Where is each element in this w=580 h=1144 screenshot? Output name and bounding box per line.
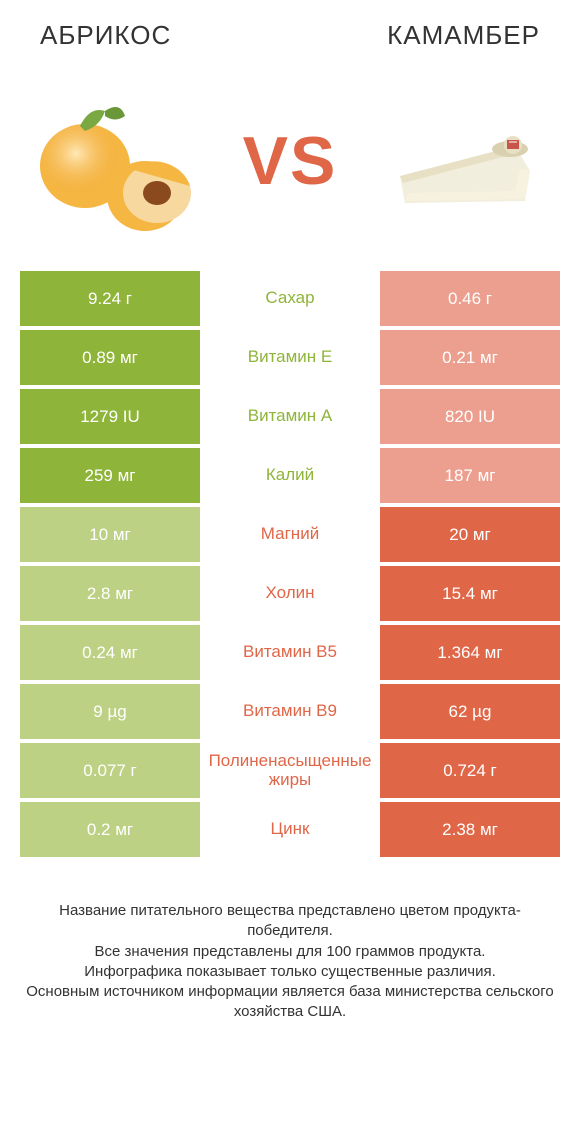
nutrient-name: Витамин B9 xyxy=(200,684,380,739)
left-value: 0.2 мг xyxy=(20,802,200,857)
images-row: VS xyxy=(0,61,580,271)
footer-line: Инфографика показывает только существенн… xyxy=(20,962,560,982)
vs-text: VS xyxy=(243,122,338,200)
table-row: 259 мгКалий187 мг xyxy=(20,448,560,503)
nutrient-name: Холин xyxy=(200,566,380,621)
table-row: 9.24 гСахар0.46 г xyxy=(20,271,560,326)
left-value: 1279 IU xyxy=(20,389,200,444)
right-value: 0.21 мг xyxy=(380,330,560,385)
table-row: 0.24 мгВитамин B51.364 мг xyxy=(20,625,560,680)
footer-line: Основным источником информации является … xyxy=(20,982,560,1023)
footer-notes: Название питательного вещества представл… xyxy=(0,861,580,1023)
right-value: 2.38 мг xyxy=(380,802,560,857)
left-value: 0.077 г xyxy=(20,743,200,798)
left-value: 10 мг xyxy=(20,507,200,562)
comparison-table: 9.24 гСахар0.46 г0.89 мгВитамин E0.21 мг… xyxy=(20,271,560,857)
table-row: 10 мгМагний20 мг xyxy=(20,507,560,562)
nutrient-name: Полиненасыщенные жиры xyxy=(200,743,380,798)
right-value: 0.724 г xyxy=(380,743,560,798)
nutrient-name: Витамин E xyxy=(200,330,380,385)
header: АБРИКОС КАМАМБЕР xyxy=(0,0,580,61)
left-product-title: АБРИКОС xyxy=(40,20,171,51)
nutrient-name: Сахар xyxy=(200,271,380,326)
table-row: 1279 IUВитамин A820 IU xyxy=(20,389,560,444)
table-row: 9 µgВитамин B962 µg xyxy=(20,684,560,739)
nutrient-name: Магний xyxy=(200,507,380,562)
left-value: 9.24 г xyxy=(20,271,200,326)
table-row: 0.2 мгЦинк2.38 мг xyxy=(20,802,560,857)
right-value: 20 мг xyxy=(380,507,560,562)
left-value: 9 µg xyxy=(20,684,200,739)
nutrient-name: Калий xyxy=(200,448,380,503)
nutrient-name: Витамин B5 xyxy=(200,625,380,680)
nutrient-name: Цинк xyxy=(200,802,380,857)
right-value: 15.4 мг xyxy=(380,566,560,621)
left-value: 2.8 мг xyxy=(20,566,200,621)
right-product-title: КАМАМБЕР xyxy=(387,20,540,51)
right-value: 1.364 мг xyxy=(380,625,560,680)
table-row: 0.077 гПолиненасыщенные жиры0.724 г xyxy=(20,743,560,798)
table-row: 2.8 мгХолин15.4 мг xyxy=(20,566,560,621)
right-value: 0.46 г xyxy=(380,271,560,326)
footer-line: Название питательного вещества представл… xyxy=(20,901,560,942)
left-value: 0.89 мг xyxy=(20,330,200,385)
table-row: 0.89 мгВитамин E0.21 мг xyxy=(20,330,560,385)
left-value: 259 мг xyxy=(20,448,200,503)
apricot-image xyxy=(30,91,200,231)
right-value: 62 µg xyxy=(380,684,560,739)
camembert-image xyxy=(380,91,550,231)
nutrient-name: Витамин A xyxy=(200,389,380,444)
left-value: 0.24 мг xyxy=(20,625,200,680)
footer-line: Все значения представлены для 100 граммо… xyxy=(20,942,560,962)
right-value: 820 IU xyxy=(380,389,560,444)
right-value: 187 мг xyxy=(380,448,560,503)
